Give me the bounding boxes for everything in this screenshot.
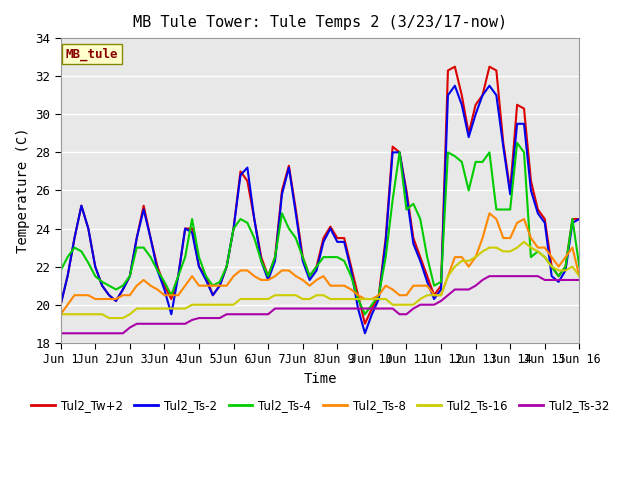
Title: MB Tule Tower: Tule Temps 2 (3/23/17-now): MB Tule Tower: Tule Temps 2 (3/23/17-now…	[133, 15, 507, 30]
Text: MB_tule: MB_tule	[66, 47, 118, 60]
X-axis label: Time: Time	[303, 372, 337, 386]
Legend: Tul2_Tw+2, Tul2_Ts-2, Tul2_Ts-4, Tul2_Ts-8, Tul2_Ts-16, Tul2_Ts-32: Tul2_Tw+2, Tul2_Ts-2, Tul2_Ts-4, Tul2_Ts…	[26, 395, 614, 417]
Y-axis label: Temperature (C): Temperature (C)	[16, 128, 29, 253]
